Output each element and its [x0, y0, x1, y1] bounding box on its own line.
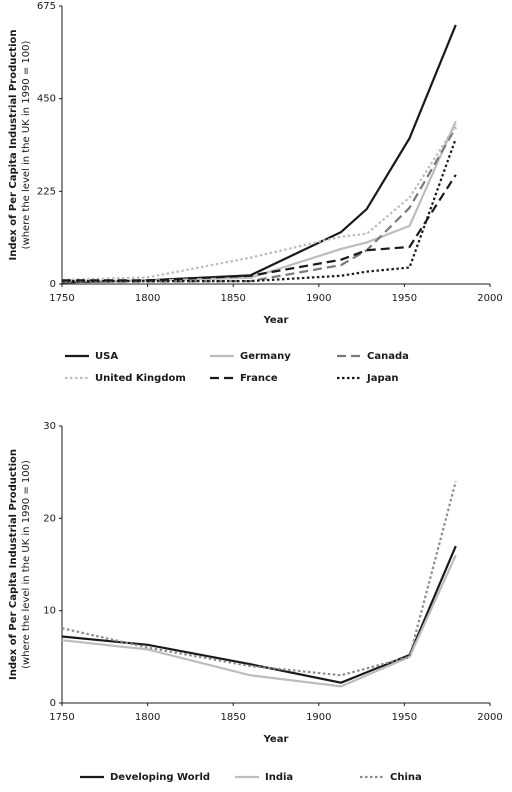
y-tick-label: 450 [37, 94, 56, 105]
legend-label: Germany [240, 351, 291, 362]
legend-label: France [240, 373, 278, 384]
series-line [62, 120, 457, 282]
series-line [61, 554, 457, 688]
legend-label: Japan [366, 373, 399, 384]
x-tick-label: 1750 [49, 712, 74, 723]
x-tick-label: 1800 [135, 293, 160, 304]
x-tick-label: 2000 [477, 293, 502, 304]
series-line [61, 124, 457, 281]
x-tick-label: 1750 [49, 293, 74, 304]
y-axis-label: Index of Per Capita Industrial Productio… [8, 29, 19, 260]
y-tick-label: 30 [43, 421, 56, 432]
x-tick-label: 1850 [220, 712, 245, 723]
series-line [61, 24, 457, 284]
series-line [62, 138, 457, 283]
x-tick-label: 1900 [306, 712, 331, 723]
chart: 0 10 20 30 1750 1800 1850 1900 1950 2000 Year Index… [8, 421, 503, 783]
y-tick-label: 0 [50, 279, 56, 290]
x-tick-label: 1900 [306, 293, 331, 304]
legend-label: India [265, 772, 293, 783]
x-tick-label: 2000 [477, 712, 502, 723]
legend-label: China [390, 772, 422, 783]
y-axis-sublabel: (where the level in the UK in 1990 = 100… [21, 41, 32, 250]
legend-label: Canada [367, 351, 409, 362]
x-axis-label: Year [263, 315, 289, 326]
x-tick-label: 1950 [392, 712, 417, 723]
series-line [62, 174, 457, 282]
x-tick-label: 1800 [135, 712, 160, 723]
x-tick-label: 1950 [392, 293, 417, 304]
y-tick-label: 675 [37, 1, 56, 12]
legend-label: Developing World [110, 772, 210, 783]
y-tick-label: 10 [43, 606, 56, 617]
y-tick-label: 225 [37, 186, 56, 197]
x-tick-label: 1850 [220, 293, 245, 304]
legend-label: United Kingdom [95, 373, 186, 384]
legend-label: USA [95, 351, 118, 362]
x-axis-label: Year [263, 734, 289, 745]
series-line [61, 545, 457, 684]
series-line [61, 126, 457, 284]
y-tick-label: 0 [50, 698, 56, 709]
y-tick-label: 20 [43, 513, 56, 524]
chart: 0 225 450 675 1750 1800 1850 1900 1950 2000 Year In… [8, 1, 503, 384]
y-axis-sublabel: (where the level in the UK in 1990 = 100… [21, 460, 32, 669]
y-axis-label: Index of Per Capita Industrial Productio… [8, 449, 19, 680]
